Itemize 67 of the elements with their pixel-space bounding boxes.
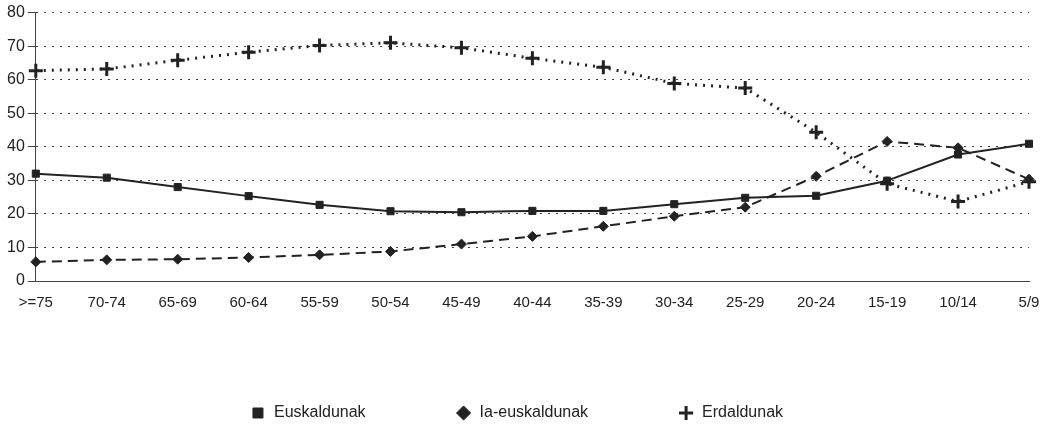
point	[240, 43, 258, 61]
point	[670, 200, 679, 209]
point	[528, 206, 537, 215]
point	[810, 170, 822, 182]
point	[386, 207, 395, 216]
x-tick-label: 10/14	[939, 293, 977, 311]
point	[736, 79, 754, 97]
y-tick-label: 80	[7, 3, 25, 21]
point	[455, 238, 467, 250]
x-tick-label: 5/9	[1018, 293, 1040, 311]
x-tick-label: 40-44	[513, 293, 552, 311]
legend-label: Euskaldunak	[273, 403, 367, 421]
x-tick-label: 30-34	[655, 293, 694, 311]
y-tick-label: 10	[7, 237, 25, 255]
point	[741, 193, 750, 202]
point	[526, 230, 538, 242]
x-tick-label: 20-24	[796, 293, 836, 311]
y-tick-label: 0	[15, 271, 25, 289]
point	[807, 123, 825, 141]
y-tick-label: 60	[7, 70, 25, 88]
x-tick-label: 65-69	[158, 293, 197, 311]
point	[244, 192, 253, 201]
point	[98, 60, 116, 78]
x-tick-label: 55-59	[300, 293, 339, 311]
x-tick-label: 25-29	[726, 293, 765, 311]
point	[243, 252, 255, 264]
point	[949, 192, 967, 210]
x-tick-label: 35-39	[584, 293, 623, 311]
y-tick-label: 70	[7, 36, 25, 54]
point	[881, 135, 893, 147]
point	[315, 200, 324, 209]
point	[30, 256, 42, 268]
point	[668, 210, 680, 222]
point	[739, 201, 751, 213]
point	[382, 34, 400, 52]
point	[27, 62, 45, 80]
point	[457, 208, 466, 217]
point	[452, 39, 470, 57]
point	[172, 253, 184, 265]
legend-label: Erdaldunak	[702, 403, 785, 421]
y-tick-label: 20	[7, 204, 25, 222]
y-tick-label: 30	[7, 170, 25, 188]
point	[102, 173, 111, 182]
point	[311, 36, 329, 54]
x-tick-label: >=75	[18, 293, 53, 311]
point	[173, 183, 182, 192]
x-tick-label: 45-49	[442, 293, 481, 311]
y-tick-label: 50	[7, 103, 25, 121]
point	[594, 58, 612, 76]
point	[523, 49, 541, 67]
point	[599, 206, 608, 215]
x-tick-label: 50-54	[371, 293, 410, 311]
x-tick-label: 60-64	[229, 293, 268, 311]
legend-label: Ia-euskaldunak	[479, 403, 590, 421]
y-tick-label: 40	[7, 137, 25, 155]
point	[597, 220, 609, 232]
point	[1024, 139, 1034, 148]
x-tick-label: 70-74	[87, 293, 126, 311]
point	[954, 150, 963, 159]
point	[31, 169, 40, 178]
point	[314, 249, 326, 261]
point	[1023, 173, 1035, 185]
point	[101, 254, 113, 266]
point	[665, 74, 683, 92]
point	[812, 191, 821, 200]
point	[169, 51, 187, 69]
x-tick-label: 15-19	[867, 293, 907, 311]
